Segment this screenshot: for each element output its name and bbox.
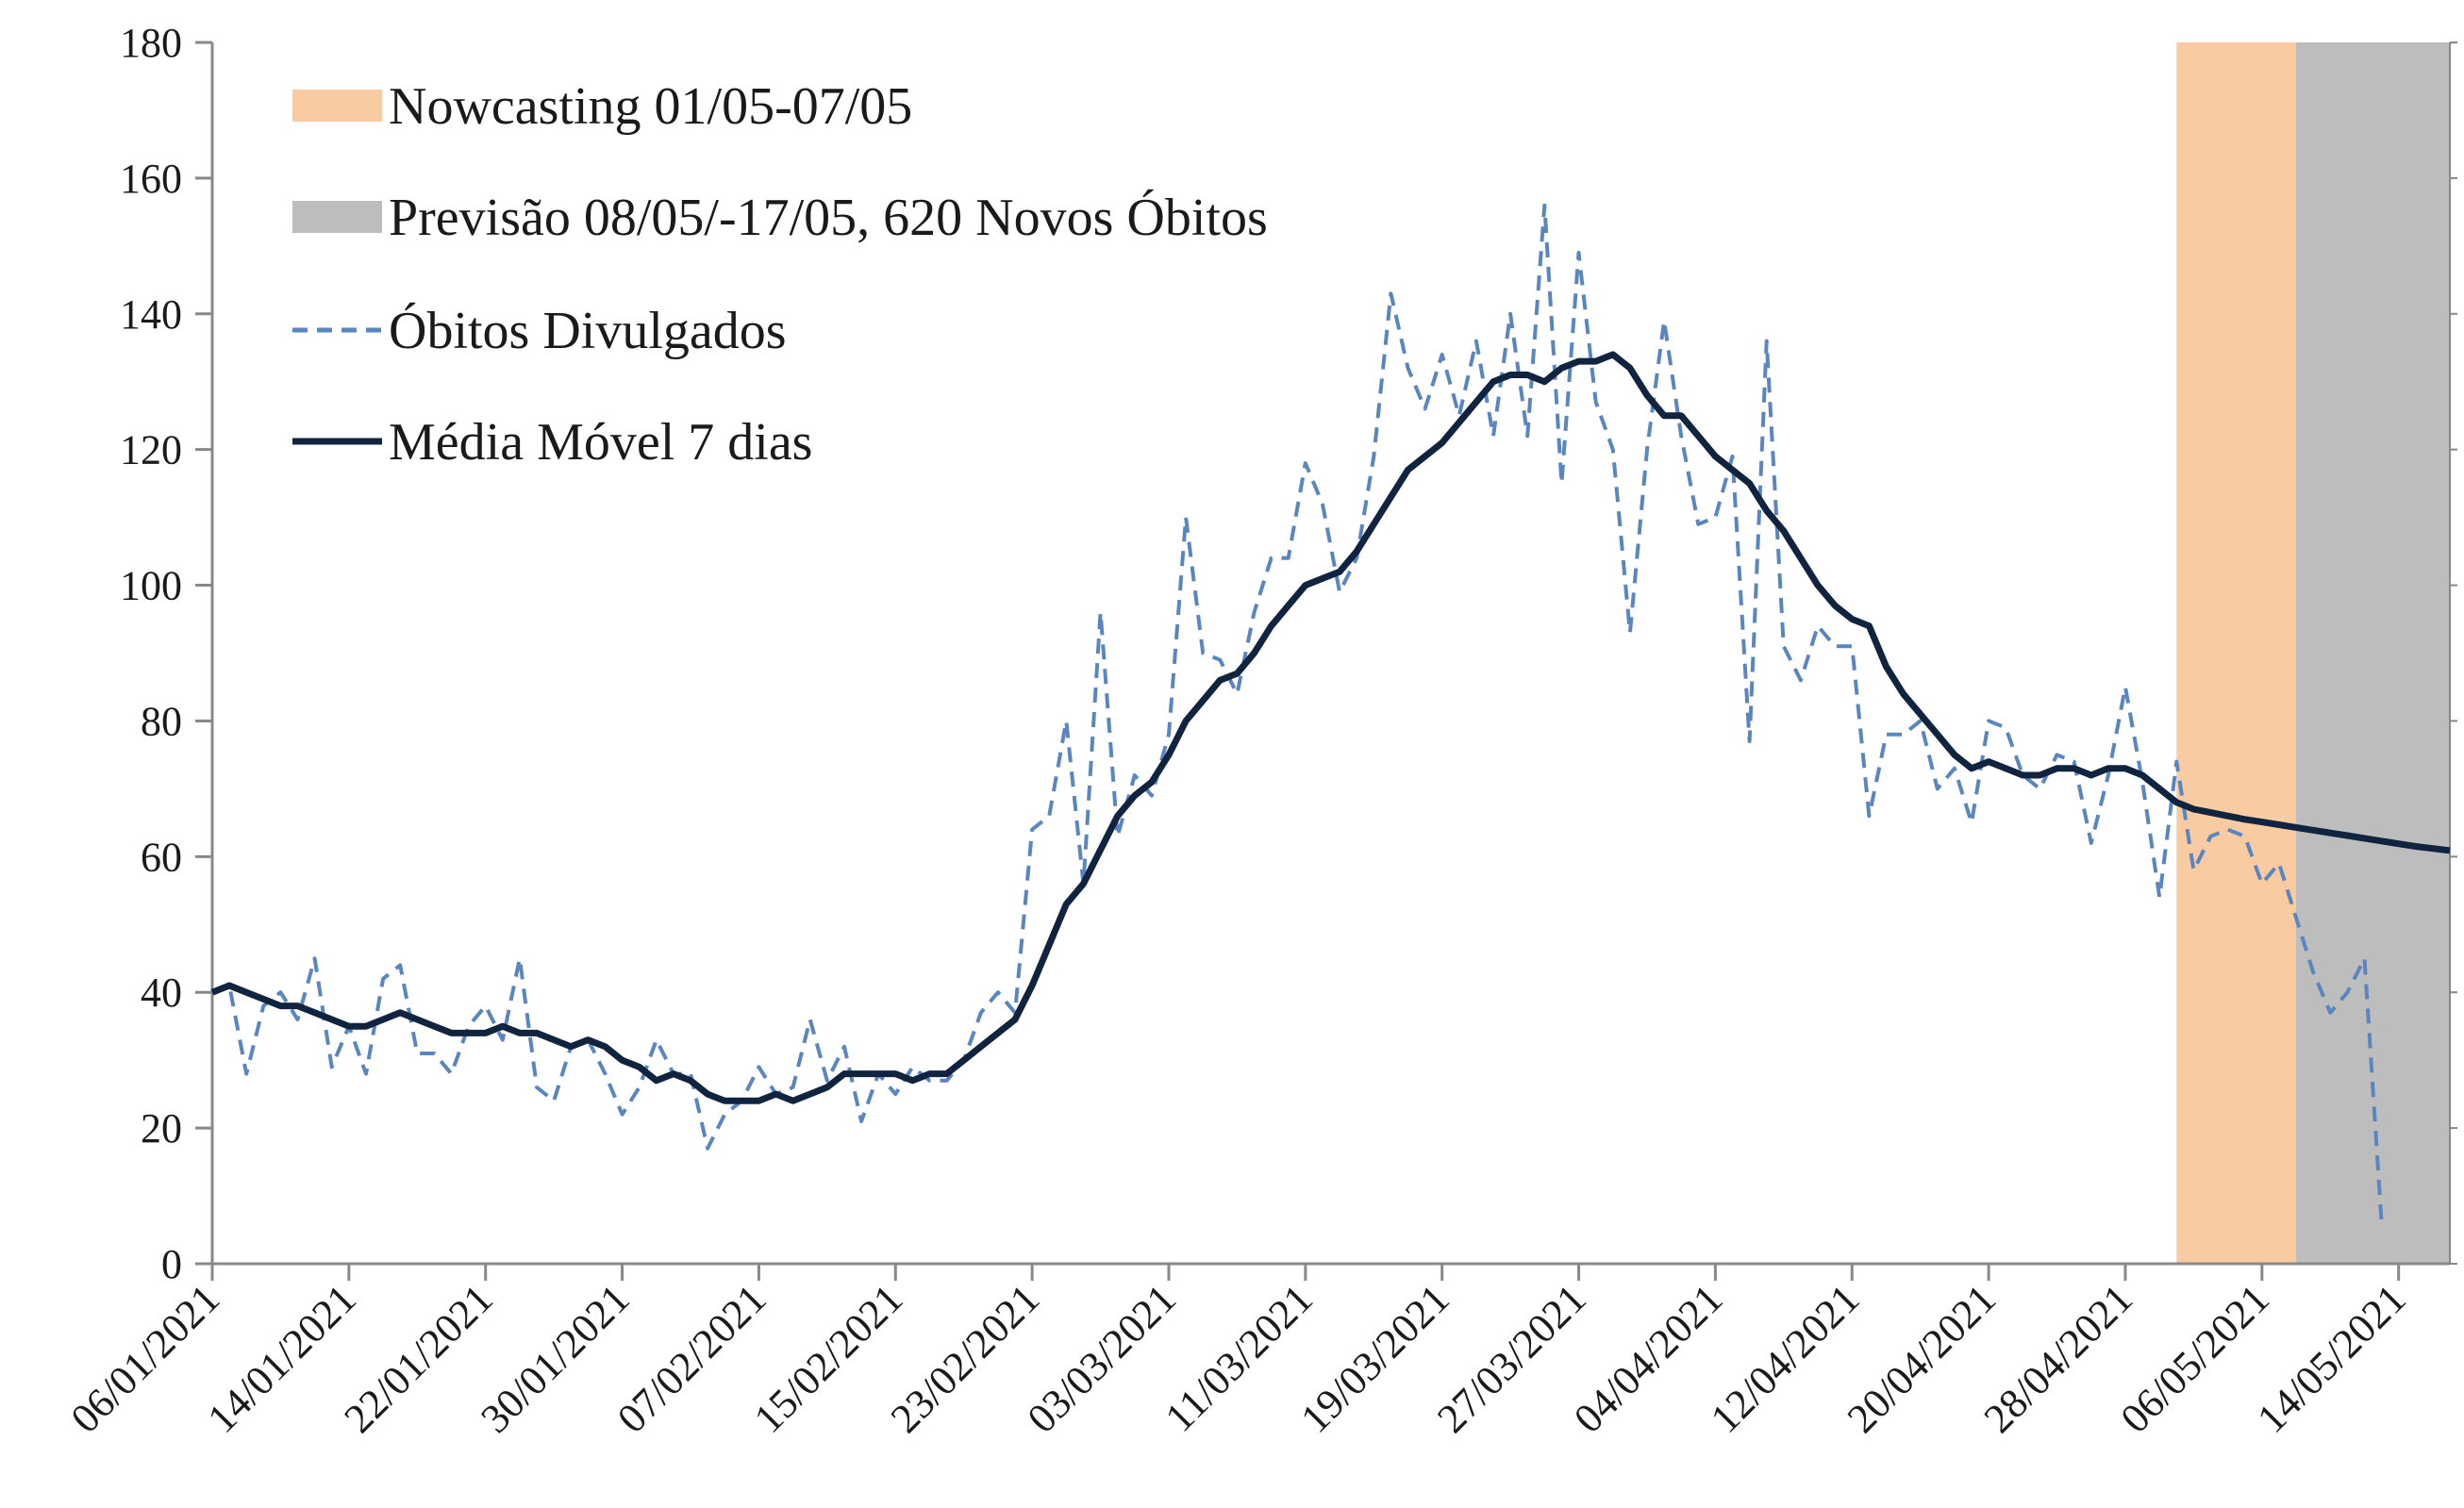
x-tick-label: 20/04/2021 [1839,1275,2005,1441]
y-tick-label: 180 [120,20,182,66]
y-tick-label: 160 [120,156,182,202]
x-tick-label: 19/03/2021 [1291,1275,1457,1441]
x-tick-label: 14/05/2021 [2248,1275,2414,1441]
legend-swatch [292,90,382,122]
y-tick-label: 40 [141,969,182,1016]
x-tick-label: 06/01/2021 [62,1275,228,1441]
x-tick-label: 11/03/2021 [1157,1275,1322,1440]
x-tick-label: 30/01/2021 [472,1275,638,1441]
x-tick-label: 12/04/2021 [1702,1275,1868,1441]
legend: Nowcasting 01/05-07/05 Previsão 08/05/-17… [292,77,1268,472]
series-lines [210,203,2451,1223]
y-tick-label: 120 [120,427,182,473]
legend-label: Média Móvel 7 dias [389,413,812,472]
band-1 [2296,42,2450,1264]
x-ticks: 06/01/202114/01/202122/01/202130/01/2021… [62,1264,2415,1442]
y-tick-label: 140 [120,291,182,338]
x-tick-label: 04/04/2021 [1565,1275,1731,1441]
y-tick-label: 60 [141,834,182,880]
x-tick-label: 22/01/2021 [335,1275,501,1441]
x-tick-label: 27/03/2021 [1428,1275,1594,1441]
forecast-bands [2176,42,2450,1264]
legend-swatch [292,201,382,233]
legend-label: Nowcasting 01/05-07/05 [389,77,912,136]
series-media-movel [210,351,2451,1104]
x-tick-label: 07/02/2021 [608,1275,774,1441]
y-tick-label: 80 [141,698,182,744]
x-tick-label: 14/01/2021 [199,1275,365,1441]
y-tick-label: 20 [141,1105,182,1152]
x-tick-label: 06/05/2021 [2112,1275,2278,1441]
band-0 [2176,42,2297,1264]
y-ticks: 0 20 40 60 80 100 120 140 160 180 [120,20,2457,1287]
legend-label: Óbitos Divulgados [389,301,787,360]
legend-label: Previsão 08/05/-17/05, 620 Novos Óbitos [389,188,1268,247]
axes [210,42,2451,1266]
x-tick-label: 15/02/2021 [745,1275,911,1441]
x-tick-label: 03/03/2021 [1019,1275,1185,1441]
y-tick-label: 100 [120,563,182,609]
x-tick-label: 23/02/2021 [882,1275,1048,1441]
y-tick-label: 0 [161,1241,182,1287]
x-tick-label: 28/04/2021 [1975,1275,2141,1441]
